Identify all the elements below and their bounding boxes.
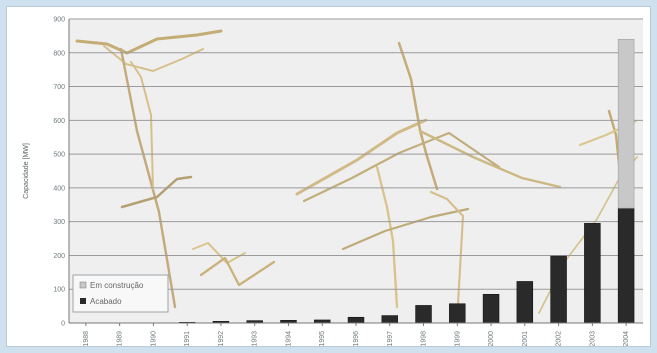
- legend-label-acabado: Acabado: [90, 297, 122, 306]
- bar-acabado: [381, 315, 398, 324]
- watermark-line: [199, 256, 276, 287]
- watermark-line: [341, 207, 470, 251]
- bar-acabado: [482, 293, 500, 324]
- y-tick-label: 0: [61, 321, 65, 328]
- x-tick-label: 2002: [556, 331, 563, 346]
- watermark-line: [418, 129, 562, 189]
- x-tick-label: 1995: [319, 331, 326, 346]
- legend-label-em-construcao: Em construção: [90, 281, 144, 290]
- y-tick-label: 200: [53, 253, 65, 260]
- watermark-line: [103, 45, 204, 72]
- legend-swatch-em-construcao: [79, 281, 87, 289]
- x-tick-label: 1994: [285, 331, 292, 346]
- watermark-line: [75, 29, 223, 55]
- x-tick-label: 1997: [387, 331, 394, 346]
- watermark-line: [130, 61, 154, 190]
- plot-area-background: [69, 19, 643, 323]
- x-tick-label: 2001: [522, 331, 529, 346]
- legend: Em construção Acabado: [72, 274, 169, 313]
- x-axis-ticks: 1988 1989 1990 1991 1992 1993 1994 1995 1996 1997…: [83, 323, 630, 347]
- x-tick-label: 1988: [83, 331, 90, 346]
- watermark-layer: [75, 29, 638, 314]
- legend-swatch-acabado: [80, 298, 86, 304]
- chart-panel: 0 100 200 300 400 500 600 700 800 900 1988 1989 199…: [6, 6, 651, 347]
- x-tick-label: 1990: [150, 331, 157, 346]
- y-tick-label: 300: [53, 219, 65, 226]
- bar-series: [178, 38, 635, 324]
- bar-acabado: [584, 223, 601, 324]
- y-tick-label: 100: [53, 287, 65, 294]
- x-tick-label: 1991: [184, 331, 191, 346]
- watermark-line: [375, 165, 399, 309]
- x-tick-label: 1992: [218, 331, 225, 346]
- y-axis-ticks: 0 100 200 300 400 500 600 700 800 900: [53, 17, 65, 328]
- watermark-line: [295, 118, 428, 196]
- x-tick-label: 1998: [421, 331, 428, 346]
- x-tick-label: 2000: [488, 331, 495, 346]
- bar-acabado: [449, 303, 466, 324]
- bar-acabado: [617, 207, 635, 324]
- y-tick-label: 400: [53, 185, 65, 192]
- y-tick-label: 900: [53, 17, 65, 24]
- x-tick-label: 2003: [589, 331, 596, 346]
- chart: 0 100 200 300 400 500 600 700 800 900 1988 1989 199…: [23, 17, 643, 347]
- x-tick-label: 1999: [454, 331, 461, 346]
- bar-acabado: [415, 305, 432, 324]
- x-tick-label: 2004: [623, 331, 630, 346]
- y-tick-label: 800: [53, 50, 65, 57]
- watermark-line: [429, 190, 465, 306]
- bar-em-construcao: [617, 38, 635, 209]
- x-tick-label: 1989: [117, 331, 124, 346]
- y-tick-label: 700: [53, 84, 65, 91]
- x-tick-label: 1996: [353, 331, 360, 346]
- watermark-line: [192, 242, 246, 264]
- bar-acabado: [347, 316, 365, 324]
- bar-acabado: [550, 255, 567, 324]
- y-tick-label: 500: [53, 152, 65, 159]
- y-tick-label: 600: [53, 118, 65, 125]
- y-axis-label: Capacidade [MW]: [23, 143, 30, 199]
- bar-acabado: [516, 281, 534, 324]
- legend-box: [72, 274, 169, 313]
- watermark-line: [119, 47, 177, 309]
- x-tick-label: 1993: [252, 331, 259, 346]
- watermark-line: [302, 131, 501, 203]
